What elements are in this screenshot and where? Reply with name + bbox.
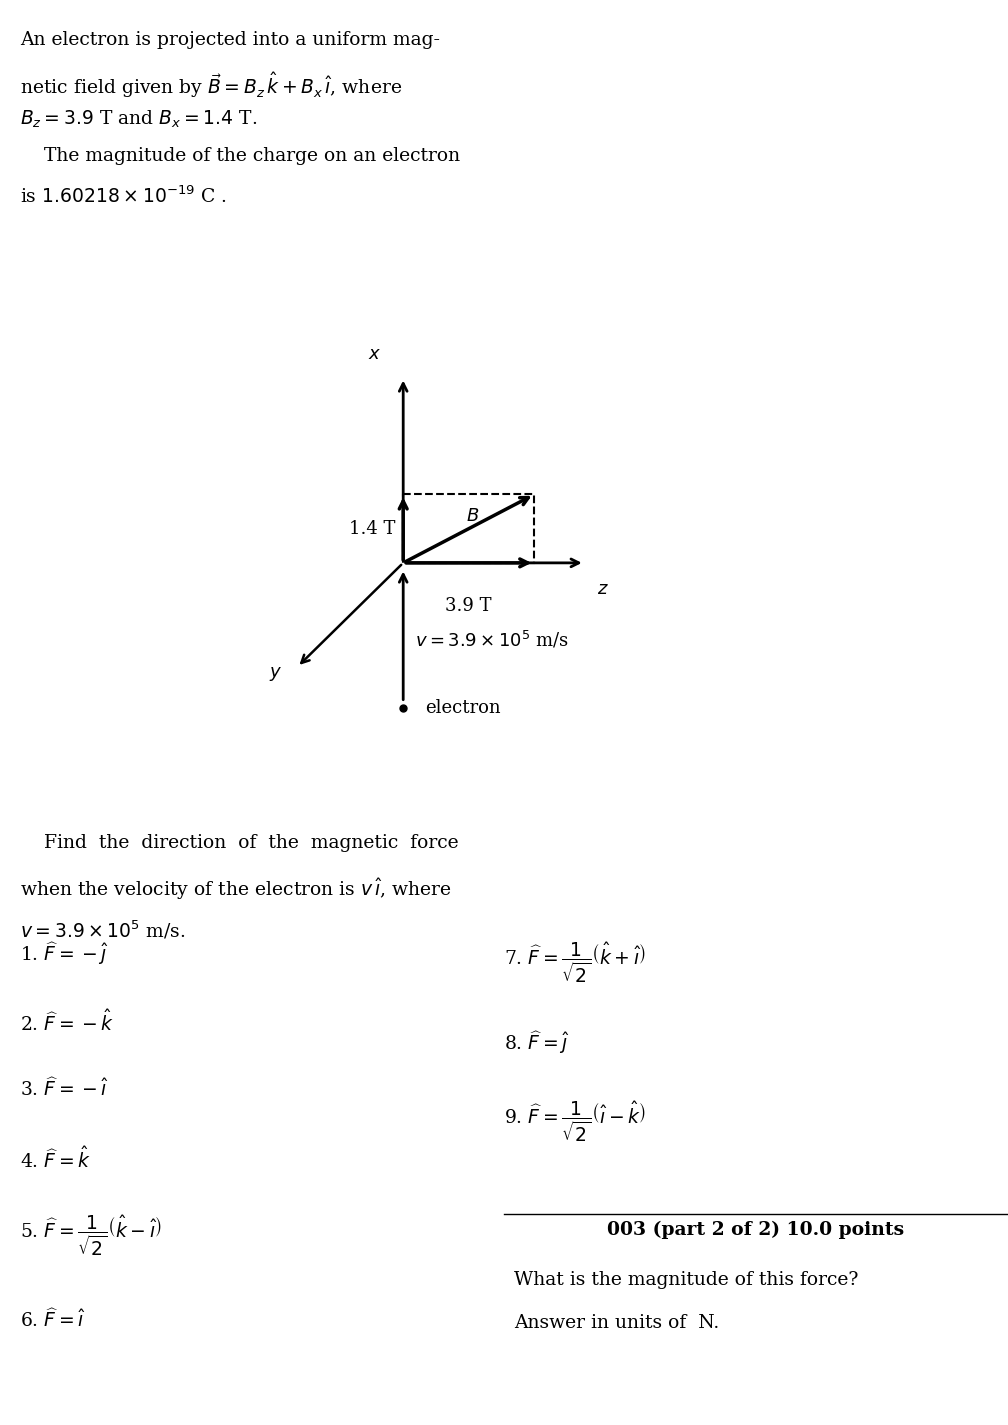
Text: is $1.60218 \times 10^{-19}$ C .: is $1.60218 \times 10^{-19}$ C . [20, 185, 227, 207]
Text: 4. $\widehat{F} = \hat{k}$: 4. $\widehat{F} = \hat{k}$ [20, 1146, 92, 1171]
Text: 003 (part 2 of 2) 10.0 points: 003 (part 2 of 2) 10.0 points [608, 1221, 904, 1240]
Text: 1.4 T: 1.4 T [349, 520, 395, 537]
Text: $B$: $B$ [466, 507, 480, 526]
Text: What is the magnitude of this force?: What is the magnitude of this force? [514, 1271, 859, 1290]
Text: 3.9 T: 3.9 T [446, 597, 492, 616]
Text: Answer in units of  N.: Answer in units of N. [514, 1314, 720, 1332]
Text: 5. $\widehat{F} = \dfrac{1}{\sqrt{2}}\left(\hat{k} - \hat{\imath}\right)$: 5. $\widehat{F} = \dfrac{1}{\sqrt{2}}\le… [20, 1214, 162, 1258]
Text: $B_z = 3.9$ T and $B_x = 1.4$ T.: $B_z = 3.9$ T and $B_x = 1.4$ T. [20, 108, 258, 130]
Text: 9. $\widehat{F} = \dfrac{1}{\sqrt{2}}\left(\hat{\imath} - \hat{k}\right)$: 9. $\widehat{F} = \dfrac{1}{\sqrt{2}}\le… [504, 1100, 646, 1144]
Text: $v = 3.9 \times 10^5$ m/s: $v = 3.9 \times 10^5$ m/s [415, 630, 570, 650]
Text: Find  the  direction  of  the  magnetic  force: Find the direction of the magnetic force [20, 834, 459, 852]
Text: when the velocity of the electron is $v\,\hat{\imath}$, where: when the velocity of the electron is $v\… [20, 876, 453, 902]
Text: netic field given by $\vec{B} = B_z\, \hat{k} + B_x\, \hat{\imath}$, where: netic field given by $\vec{B} = B_z\, \h… [20, 70, 402, 100]
Text: 2. $\widehat{F} = -\hat{k}$: 2. $\widehat{F} = -\hat{k}$ [20, 1009, 114, 1035]
Text: electron: electron [425, 700, 501, 717]
Text: $y$: $y$ [269, 665, 282, 683]
Text: $x$: $x$ [368, 345, 381, 363]
Text: $z$: $z$ [597, 580, 609, 598]
Text: The magnitude of the charge on an electron: The magnitude of the charge on an electr… [20, 147, 461, 165]
Text: 8. $\widehat{F} = \hat{\jmath}$: 8. $\widehat{F} = \hat{\jmath}$ [504, 1029, 570, 1056]
Text: 7. $\widehat{F} = \dfrac{1}{\sqrt{2}}\left(\hat{k} + \hat{\imath}\right)$: 7. $\widehat{F} = \dfrac{1}{\sqrt{2}}\le… [504, 940, 646, 985]
Text: $v = 3.9 \times 10^5$ m/s.: $v = 3.9 \times 10^5$ m/s. [20, 919, 185, 942]
Text: 6. $\widehat{F} = \hat{\imath}$: 6. $\widehat{F} = \hat{\imath}$ [20, 1308, 86, 1331]
Text: 1. $\widehat{F} = -\hat{\jmath}$: 1. $\widehat{F} = -\hat{\jmath}$ [20, 940, 109, 968]
Text: An electron is projected into a uniform mag-: An electron is projected into a uniform … [20, 31, 440, 50]
Text: 3. $\widehat{F} = -\hat{\imath}$: 3. $\widehat{F} = -\hat{\imath}$ [20, 1077, 109, 1100]
